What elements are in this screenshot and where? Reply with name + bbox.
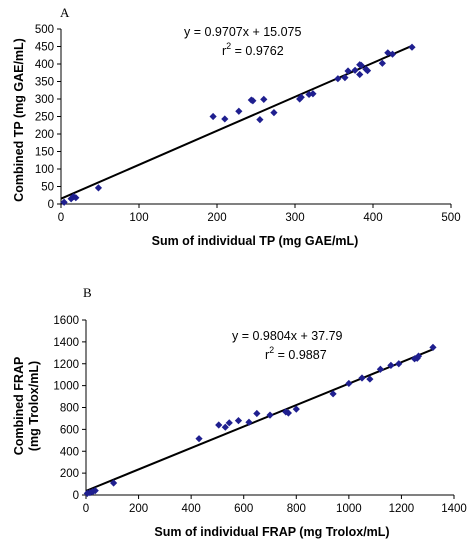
panel-a-data-point xyxy=(270,109,278,117)
panel-a-r-squared: r2 = 0.9762 xyxy=(222,41,284,58)
panel-b-data-point xyxy=(91,487,99,495)
panel-a-label: A xyxy=(60,5,70,20)
panel-b-data-point xyxy=(284,409,292,417)
panel-b-trendline xyxy=(85,348,434,492)
panel-a-trendline xyxy=(60,44,413,200)
panel-b-x-tick-label: 1200 xyxy=(389,503,415,515)
panel-a-axes: 0 100 200 300 400 500 0 50 100 150 200 250 300 350 400… xyxy=(35,24,461,224)
panel-a-data-point xyxy=(341,74,349,82)
panel-b-data-point xyxy=(245,418,253,426)
panel-a-y-tick-label: 350 xyxy=(35,77,54,89)
panel-b-x-tick-label: 600 xyxy=(234,503,253,515)
panel-b-x-axis-title: Sum of individual FRAP (mg Trolox/mL) xyxy=(154,525,389,539)
panel-b-y-tick-label: 1600 xyxy=(53,315,79,327)
panel-b-y-tick-label: 400 xyxy=(60,446,79,458)
panel-b-data-point xyxy=(253,409,261,418)
panel-a-data-point xyxy=(344,67,352,75)
panel-a-data-point xyxy=(297,93,305,101)
panel-b-data-point xyxy=(345,379,353,388)
panel-b-data-point xyxy=(366,375,374,383)
panel-b-data-point xyxy=(225,419,233,427)
panel-b-data-point xyxy=(358,374,366,382)
panel-b-y-tick-label: 1200 xyxy=(53,359,79,371)
panel-a-equation: y = 0.9707x + 15.075 xyxy=(184,25,302,39)
panel-a-data-point xyxy=(72,194,80,202)
panel-a-y-tick-label: 150 xyxy=(35,147,54,159)
panel-b-y-tick-label: 0 xyxy=(73,490,79,502)
panel-b-y-tick-label: 600 xyxy=(60,424,79,436)
panel-b-data-point xyxy=(234,417,243,425)
panel-b-data-point xyxy=(221,423,229,431)
panel-b-x-tick-label: 800 xyxy=(287,503,306,515)
panel-a-y-tick-label: 500 xyxy=(35,24,54,36)
panel-b-data-point xyxy=(329,390,337,398)
panel-a: A 0 100 200 300 400 500 0 50 100 150 200 250 300 350 4… xyxy=(12,5,461,248)
panel-a-y-tick-label: 100 xyxy=(35,164,54,176)
panel-b-x-tick-label: 1400 xyxy=(441,503,467,515)
panel-a-data-point xyxy=(378,59,386,67)
panel-a-data-point xyxy=(249,97,257,105)
panel-b-y-axis-title-line-1: Combined FRAP xyxy=(12,357,26,456)
panel-a-data-point xyxy=(388,50,397,58)
panel-b-data-point xyxy=(266,411,274,419)
panel-a-data-point xyxy=(209,112,217,121)
panel-b-x-tick-label: 1000 xyxy=(336,503,362,515)
panel-a-y-tick-label: 250 xyxy=(35,112,54,124)
panel-b-y-tick-label: 200 xyxy=(60,468,79,480)
panel-b-series xyxy=(83,343,437,497)
panel-a-y-tick-label: 50 xyxy=(41,182,54,194)
panel-a-x-tick-label: 300 xyxy=(285,212,304,224)
panel-b-data-point xyxy=(429,343,437,351)
panel-b-equation: y = 0.9804x + 37.79 xyxy=(232,329,343,343)
panel-a-y-tick-label: 0 xyxy=(48,199,54,211)
panel-b-r-squared: r2 = 0.9887 xyxy=(265,345,327,362)
panel-a-data-point xyxy=(305,90,313,99)
panel-a-x-tick-label: 500 xyxy=(441,212,460,224)
panel-a-data-point xyxy=(67,195,75,203)
panel-b-data-point xyxy=(414,352,423,360)
panel-b-x-tick-label: 400 xyxy=(182,503,201,515)
panel-b-data-point xyxy=(110,479,118,487)
panel-a-data-point xyxy=(356,70,364,79)
panel-a-data-point xyxy=(309,90,317,98)
panel-a-data-point xyxy=(221,115,229,123)
panel-b-data-point xyxy=(195,435,203,443)
panel-a-x-tick-label: 0 xyxy=(58,212,64,224)
panel-b-y-tick-label: 1000 xyxy=(53,381,79,393)
panel-a-data-point xyxy=(260,95,268,103)
panel-b: B 0 200 400 600 800 1000 1200 1400 0 200 400 600 800… xyxy=(12,285,467,539)
panel-b-data-point xyxy=(215,421,223,429)
panel-a-data-point xyxy=(60,198,68,206)
panel-a-data-point xyxy=(351,66,359,74)
panel-b-x-tick-label: 200 xyxy=(129,503,148,515)
panel-b-y-tick-label: 1400 xyxy=(53,337,79,349)
panel-a-y-axis-title: Combined TP (mg GAE/mL) xyxy=(12,38,26,202)
panel-a-series xyxy=(60,43,416,206)
panel-a-data-point xyxy=(363,67,372,75)
panel-b-data-point xyxy=(292,405,300,413)
panel-a-x-tick-label: 400 xyxy=(363,212,382,224)
panel-b-y-axis-title-line-2: (mg Trolox/mL) xyxy=(27,361,41,451)
panel-b-data-point xyxy=(395,360,403,368)
panel-a-x-tick-label: 200 xyxy=(207,212,226,224)
panel-a-y-tick-label: 400 xyxy=(35,59,54,71)
panel-a-x-axis-title: Sum of individual TP (mg GAE/mL) xyxy=(152,234,359,248)
panel-a-data-point xyxy=(357,61,365,69)
panel-b-y-tick-label: 800 xyxy=(60,403,79,415)
panel-a-x-tick-label: 100 xyxy=(129,212,148,224)
panel-b-data-point xyxy=(387,361,395,369)
panel-a-data-point xyxy=(334,75,342,83)
panel-a-y-tick-label: 200 xyxy=(35,129,54,141)
panel-b-x-tick-label: 0 xyxy=(83,503,89,515)
panel-a-y-tick-label: 300 xyxy=(35,94,54,106)
panel-b-label: B xyxy=(83,285,92,300)
panel-a-data-point xyxy=(408,43,416,51)
panel-a-data-point xyxy=(235,107,243,115)
panel-b-axes: 0 200 400 600 800 1000 1200 1400 0 200 400 600 800 10… xyxy=(53,315,466,515)
panel-a-data-point xyxy=(256,116,264,124)
panel-a-data-point xyxy=(94,184,103,192)
panel-a-y-tick-label: 450 xyxy=(35,42,54,54)
panel-b-data-point xyxy=(376,365,384,373)
